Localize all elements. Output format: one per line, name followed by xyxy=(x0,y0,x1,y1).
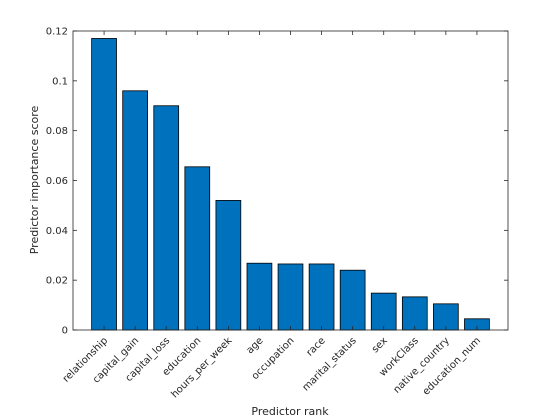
y-axis-label: Predictor importance score xyxy=(28,106,41,255)
bar-capital_loss xyxy=(153,105,180,331)
x-tick-label-hours_per_week: hours_per_week xyxy=(169,335,234,400)
bar-education xyxy=(184,166,211,331)
y-tick-label: 0.04 xyxy=(46,226,68,237)
bar-hours_per_week xyxy=(215,200,242,331)
bar-capital_gain xyxy=(122,90,148,331)
x-tick-label-native_country: native_country xyxy=(392,335,452,395)
y-ticks-group: 0 0.02 0.04 0.06 0.08 0.1 0.12 xyxy=(46,27,508,337)
y-tick-label: 0.08 xyxy=(46,126,68,137)
bar-sex xyxy=(370,292,397,331)
bar-native_country xyxy=(433,303,459,331)
y-tick-label: 0.02 xyxy=(46,276,68,287)
x-tick-label-race: race xyxy=(304,335,327,358)
x-tick-label-education_num: education_num xyxy=(421,335,483,397)
y-tick-label: 0.1 xyxy=(52,76,68,87)
y-tick-label: 0.06 xyxy=(46,176,68,187)
bar-workClass xyxy=(401,296,428,331)
bar-occupation xyxy=(277,263,304,331)
x-tick-label-age: age xyxy=(245,335,266,356)
x-tick-label-sex: sex xyxy=(370,335,390,355)
y-tick-label: 0 xyxy=(62,326,68,337)
bars-group xyxy=(91,38,490,331)
bar-age xyxy=(246,262,273,331)
bar-race xyxy=(308,263,335,331)
y-tick-label: 0.12 xyxy=(46,27,68,38)
bar-relationship xyxy=(91,38,117,331)
x-axis-label: Predictor rank xyxy=(251,405,329,418)
bar-marital_status xyxy=(339,269,366,331)
x-tick-label-marital_status: marital_status xyxy=(301,335,359,393)
